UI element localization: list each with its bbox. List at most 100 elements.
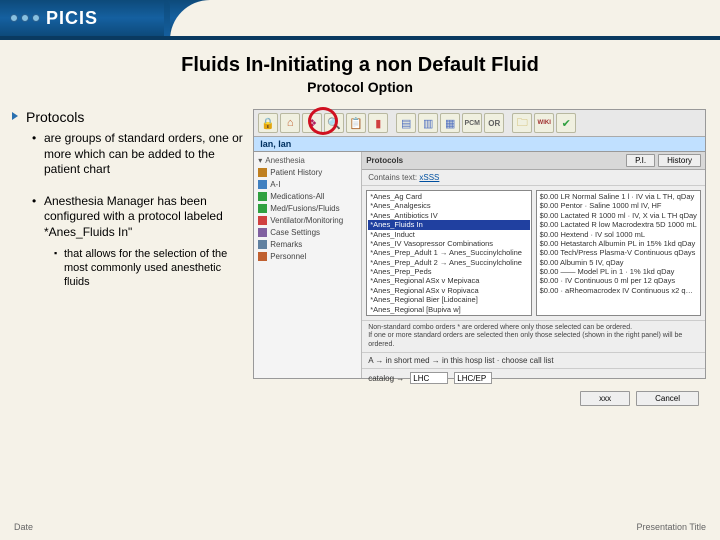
protocol-panel: Protocols P.I. History Contains text: xS… xyxy=(362,152,705,378)
list-item[interactable]: *Anes_Regional ASx v Mepivaca xyxy=(368,276,529,285)
list-item[interactable]: *Anes_Fluids In xyxy=(368,220,529,229)
footer-date: Date xyxy=(14,522,33,532)
tree-item[interactable]: Medications-All xyxy=(256,191,359,202)
list-item[interactable]: *Anes_Induct xyxy=(368,230,529,239)
list-item[interactable]: *Anes_Regional ASx v Ropivaca xyxy=(368,286,529,295)
catalog-label: catalog → xyxy=(368,374,404,383)
tree-item-label: Case Settings xyxy=(270,228,320,237)
panel-title: Protocols xyxy=(366,156,403,165)
tree-item-icon xyxy=(258,192,267,201)
list-item[interactable]: $0.00 Hextend · IV sol 1000 mL xyxy=(538,230,699,239)
search-row: Contains text: xSSS xyxy=(362,170,705,186)
bullet-item: are groups of standard orders, one or mo… xyxy=(32,131,243,178)
tree-item-icon xyxy=(258,204,267,213)
iv-icon[interactable]: ▮ xyxy=(368,113,388,133)
list-item[interactable]: $0.00 Lactated R 1000 ml · IV, X via L T… xyxy=(538,211,699,220)
slide-footer: Date Presentation Title xyxy=(0,522,720,532)
tree-item-icon xyxy=(258,180,267,189)
clipboard-icon[interactable]: 📋 xyxy=(346,113,366,133)
catalog-input-1[interactable] xyxy=(410,372,448,384)
tree-item[interactable]: A-I xyxy=(256,179,359,190)
filter-row: A → in short med → in this hosp list · c… xyxy=(362,352,705,368)
tree-item[interactable]: Case Settings xyxy=(256,227,359,238)
protocol-listbox[interactable]: *Anes_Ag Card*Anes_Analgesics*Anes_Antib… xyxy=(366,190,531,316)
note-line-2: If one or more standard orders are selec… xyxy=(368,332,699,349)
application-screenshot: 🔒⌂❖🔍📋▮▤▥▦PCMOR🗀WIKI✔ Ian, Ian ▾ Anesthes… xyxy=(253,109,706,379)
section-heading-text: Protocols xyxy=(26,109,84,125)
tree-item-icon xyxy=(258,252,267,261)
slide-title: Fluids In-Initiating a non Default Fluid xyxy=(0,54,720,77)
tree-item-icon xyxy=(258,240,267,249)
cancel-button[interactable]: Cancel xyxy=(636,391,699,406)
list-item[interactable]: $0.00 Hetastarch Albumin PL in 15% 1kd q… xyxy=(538,239,699,248)
wiki-icon[interactable]: WIKI xyxy=(534,113,554,133)
minus-icon: ▾ xyxy=(258,156,262,165)
list-item[interactable]: *Anes_IV Vasopressor Combinations xyxy=(368,239,529,248)
list-item[interactable]: *Anes_Regional Bier [Lidocaine] xyxy=(368,295,529,304)
tree-item-label: Med/Fusions/Fluids xyxy=(270,204,339,213)
folder-icon[interactable]: 🗀 xyxy=(512,113,532,133)
check-icon[interactable]: ✔ xyxy=(556,113,576,133)
note-line-1: Non-standard combo orders * are ordered … xyxy=(368,324,699,332)
sub-bullet-item: that allows for the selection of the mos… xyxy=(54,247,243,290)
search-label: Contains text: xyxy=(368,173,417,182)
list-item[interactable]: $0.00 Lactated R low Macrodextra 5D 1000… xyxy=(538,220,699,229)
list-item[interactable]: *Anes_Antibiotics IV xyxy=(368,211,529,220)
app-toolbar: 🔒⌂❖🔍📋▮▤▥▦PCMOR🗀WIKI✔ xyxy=(254,110,705,137)
tree-item[interactable]: Remarks xyxy=(256,239,359,250)
slide-subtitle: Protocol Option xyxy=(0,79,720,95)
list-item[interactable]: $0.00 —— Model PL in 1 · 1% 1kd qDay xyxy=(538,267,699,276)
pi-button[interactable]: P.I. xyxy=(626,154,655,167)
lock-icon[interactable]: 🔒 xyxy=(258,113,278,133)
catalog-input-2[interactable] xyxy=(454,372,492,384)
confirm-button[interactable]: xxx xyxy=(580,391,630,406)
panel-note: Non-standard combo orders * are ordered … xyxy=(362,320,705,352)
tree-item[interactable]: Med/Fusions/Fluids xyxy=(256,203,359,214)
history-button[interactable]: History xyxy=(658,154,701,167)
tree-header: ▾ Anesthesia xyxy=(256,155,359,166)
list-item[interactable]: *Anes_Prep_Peds xyxy=(368,267,529,276)
list-item[interactable]: $0.00 Pentor · Saline 1000 ml IV, HF xyxy=(538,201,699,210)
list-item[interactable]: *Anes_Analgesics xyxy=(368,201,529,210)
list-item[interactable]: $0.00 · aRheomacrodex IV Continuous x2 q… xyxy=(538,286,699,295)
filter-label: A → in short med → in this hosp list · c… xyxy=(368,356,553,365)
catalog-row: catalog → xyxy=(362,368,705,387)
list-item[interactable]: *Anes_Prep_Adult 1 → Anes_Succinylcholin… xyxy=(368,248,529,257)
bullet-item: Anesthesia Manager has been configured w… xyxy=(32,194,243,290)
arrow-bullet-icon xyxy=(12,112,22,122)
section-heading: Protocols xyxy=(12,109,243,125)
navigation-tree: ▾ Anesthesia Patient History A-I Medicatio… xyxy=(254,152,362,378)
tree-item[interactable]: Personnel xyxy=(256,251,359,262)
logo-dots-icon xyxy=(10,14,40,22)
tree-item-label: Patient History xyxy=(270,168,322,177)
list-item[interactable]: *Anes_Ag Card xyxy=(368,192,529,201)
tree-item-label: Personnel xyxy=(270,252,306,261)
list-item[interactable]: $0.00 LR Normal Saline 1 l · IV via L TH… xyxy=(538,192,699,201)
footer-title: Presentation Title xyxy=(636,522,706,532)
tree-item-icon xyxy=(258,216,267,225)
tree-item-label: A-I xyxy=(270,180,280,189)
brand-name: PICIS xyxy=(46,8,98,29)
tree-item[interactable]: Ventilator/Monitoring xyxy=(256,215,359,226)
order-listbox[interactable]: $0.00 LR Normal Saline 1 l · IV via L TH… xyxy=(536,190,701,316)
list-item[interactable]: *Anes_Prep_Adult 2 → Anes_Succinylcholin… xyxy=(368,258,529,267)
patient-name-bar: Ian, Ian xyxy=(254,137,705,152)
pcm-icon[interactable]: PCM xyxy=(462,113,482,133)
doc2-icon[interactable]: ▥ xyxy=(418,113,438,133)
doc1-icon[interactable]: ▤ xyxy=(396,113,416,133)
tree-item-label: Medications-All xyxy=(270,192,324,201)
header-curve xyxy=(170,0,720,40)
doc3-icon[interactable]: ▦ xyxy=(440,113,460,133)
tree-item-icon xyxy=(258,228,267,237)
search-link[interactable]: xSSS xyxy=(419,173,439,182)
list-item[interactable]: $0.00 Albumin 5 IV, qDay xyxy=(538,258,699,267)
list-item[interactable]: *Anes_Regional [Bupiva w] xyxy=(368,305,529,314)
list-item[interactable]: $0.00 Tech/Press Plasma-V Continuous qDa… xyxy=(538,248,699,257)
tree-item[interactable]: Patient History xyxy=(256,167,359,178)
tree-item-icon xyxy=(258,168,267,177)
tree-item-label: Ventilator/Monitoring xyxy=(270,216,343,225)
home-icon[interactable]: ⌂ xyxy=(280,113,300,133)
brand-header: PICIS xyxy=(0,0,720,36)
list-item[interactable]: $0.00 · IV Continuous 0 ml per 12 qDays xyxy=(538,276,699,285)
or-icon[interactable]: OR xyxy=(484,113,504,133)
